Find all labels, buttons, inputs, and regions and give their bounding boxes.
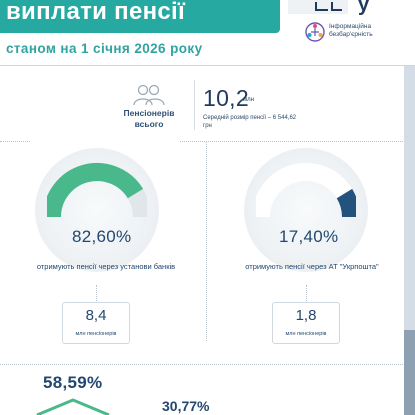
ukrposhta-count-box: 1,8 млн пенсіонерів <box>272 302 340 344</box>
banks-count: 8,4 <box>85 307 107 324</box>
ukrposhta-count: 1,8 <box>295 307 317 324</box>
banks-count-box: 8,4 млн пенсіонерів <box>62 302 130 344</box>
ukrposhta-description: отримують пенсії через АТ "Укрпошта" <box>245 262 379 271</box>
logo-label: Інформаційна безбар'єрність <box>329 23 373 38</box>
dotted-divider-bottom <box>0 364 403 365</box>
right-edge-strip <box>404 66 415 415</box>
banks-count-unit: млн пенсіонерів <box>75 331 117 337</box>
people-icon <box>133 84 165 106</box>
total-pensioners-label: Пенсіонерів всього <box>123 108 175 129</box>
total-pensioners-value: 10,2 <box>203 85 249 111</box>
ukrposhta-gauge-track <box>256 163 356 218</box>
total-divider <box>194 80 195 130</box>
banks-gauge-fill <box>47 163 144 218</box>
banks-connector <box>96 285 97 303</box>
page-subtitle: станом на 1 січня 2026 року <box>6 41 203 56</box>
right-edge-strip-dark <box>404 330 415 415</box>
ukrposhta-gauge-fill <box>336 188 356 218</box>
ukrposhta-connector <box>306 285 307 303</box>
dotted-divider-right <box>180 141 403 142</box>
banks-description: отримують пенсії через установи банків <box>36 262 176 271</box>
header-divider <box>0 65 415 66</box>
total-pensioners-unit: млн <box>243 97 254 103</box>
ukrposhta-gauge <box>256 163 356 218</box>
average-pension-label: Середній розмір пенсії – 6 544,62 грн <box>203 115 297 129</box>
accessibility-logo-icon <box>305 22 325 42</box>
banks-percent: 82,60% <box>72 227 132 246</box>
bottom-percent-a: 58,59% <box>43 373 103 392</box>
title-bar: виплати пенсії <box>0 0 280 33</box>
dotted-divider-vertical <box>206 141 207 341</box>
bottom-percent-b: 30,77% <box>162 398 210 414</box>
ukrposhta-count-unit: млн пенсіонерів <box>285 331 327 337</box>
page-title: виплати пенсії <box>6 0 186 25</box>
logo-partial-text: y <box>358 0 370 16</box>
banks-gauge <box>47 163 147 218</box>
ukrposhta-percent: 17,40% <box>279 227 339 246</box>
logo-decoration <box>288 0 348 14</box>
dotted-divider-left <box>0 141 30 142</box>
bottom-triangle-shape <box>36 398 110 415</box>
